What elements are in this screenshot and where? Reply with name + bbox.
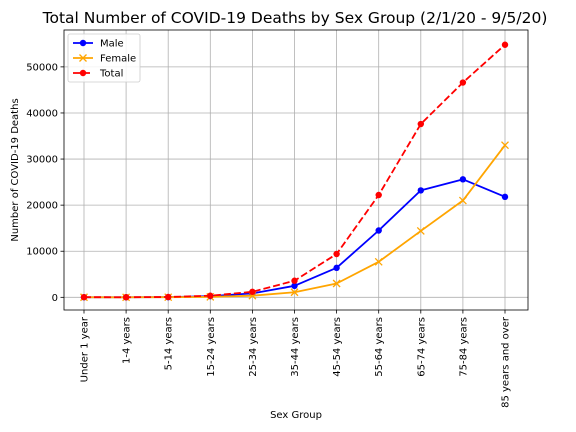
x-marker-stroke bbox=[458, 196, 467, 205]
data-point-female bbox=[416, 226, 425, 235]
legend-marker bbox=[79, 54, 87, 62]
data-point-male bbox=[501, 193, 509, 201]
x-marker-stroke bbox=[501, 141, 509, 150]
data-point-total bbox=[165, 293, 172, 301]
x-tick-label: Under 1 year bbox=[80, 316, 91, 382]
legend-item-male: Male bbox=[73, 39, 124, 50]
legend-marker bbox=[79, 39, 87, 47]
x-tick-label: 85 years and over bbox=[501, 316, 512, 408]
chart-title: Total Number of COVID-19 Deaths by Sex G… bbox=[42, 9, 548, 27]
data-point-total bbox=[417, 120, 424, 128]
data-point-male bbox=[459, 176, 467, 183]
x-tick-label: 5-14 years bbox=[164, 317, 175, 370]
x-marker-stroke bbox=[290, 288, 299, 297]
x-tick-label: 35-44 years bbox=[290, 317, 301, 377]
legend: Male Female Total bbox=[67, 33, 141, 83]
legend-label: Female bbox=[100, 54, 136, 65]
data-point-total bbox=[291, 277, 298, 284]
y-tick-label: 10000 bbox=[26, 247, 58, 258]
x-tick-label: 65-74 years bbox=[416, 317, 427, 377]
y-tick-label: 30000 bbox=[26, 155, 58, 166]
x-axis: Under 1 year 1-4 years 5-14 years 15-24 yea… bbox=[80, 310, 512, 408]
legend-item-female: Female bbox=[73, 54, 136, 65]
grid bbox=[64, 30, 528, 310]
data-point-female bbox=[458, 196, 467, 205]
x-tick-label: 45-54 years bbox=[332, 317, 343, 377]
x-tick-label: 75-84 years bbox=[458, 317, 469, 377]
x-tick-label: 1-4 years bbox=[122, 317, 133, 364]
data-point-female bbox=[374, 257, 383, 266]
data-point-female bbox=[290, 288, 299, 297]
x-marker-stroke bbox=[79, 54, 87, 62]
data-point-female bbox=[501, 141, 509, 150]
x-marker-stroke bbox=[416, 226, 425, 235]
data-point-total bbox=[501, 41, 509, 48]
data-point-male bbox=[291, 282, 298, 290]
legend-box bbox=[67, 33, 141, 83]
data-point-total bbox=[375, 191, 382, 199]
y-axis: 0 10000 20000 30000 40000 50000 bbox=[26, 62, 64, 304]
x-tick-label: 55-64 years bbox=[374, 317, 385, 377]
y-tick-label: 0 bbox=[52, 293, 58, 304]
series-total bbox=[80, 41, 509, 301]
data-point-total bbox=[80, 293, 88, 301]
legend-label: Total bbox=[99, 69, 123, 80]
data-point-total bbox=[122, 294, 130, 301]
legend-item-total: Total bbox=[73, 69, 123, 80]
data-point-total bbox=[459, 79, 467, 86]
legend-label: Male bbox=[100, 39, 124, 50]
x-tick-label: 15-24 years bbox=[206, 317, 217, 377]
y-axis-label: Number of COVID-19 Deaths bbox=[10, 98, 21, 241]
data-point-female bbox=[332, 279, 341, 288]
x-marker-stroke bbox=[374, 257, 383, 266]
data-point-male bbox=[375, 227, 382, 234]
x-tick-label: 25-34 years bbox=[248, 317, 259, 377]
y-tick-label: 50000 bbox=[26, 62, 58, 73]
data-point-total bbox=[333, 250, 340, 258]
data-point-total bbox=[249, 288, 256, 295]
data-point-male bbox=[417, 187, 424, 194]
x-axis-label: Sex Group bbox=[270, 410, 322, 421]
x-marker-stroke bbox=[332, 279, 341, 288]
plot-frame bbox=[63, 29, 529, 311]
data-point-male bbox=[333, 264, 340, 272]
legend-marker bbox=[79, 69, 87, 77]
data-point-total bbox=[207, 292, 214, 299]
y-tick-label: 40000 bbox=[26, 108, 58, 119]
series-layer bbox=[80, 41, 509, 302]
y-tick-label: 20000 bbox=[26, 201, 58, 212]
